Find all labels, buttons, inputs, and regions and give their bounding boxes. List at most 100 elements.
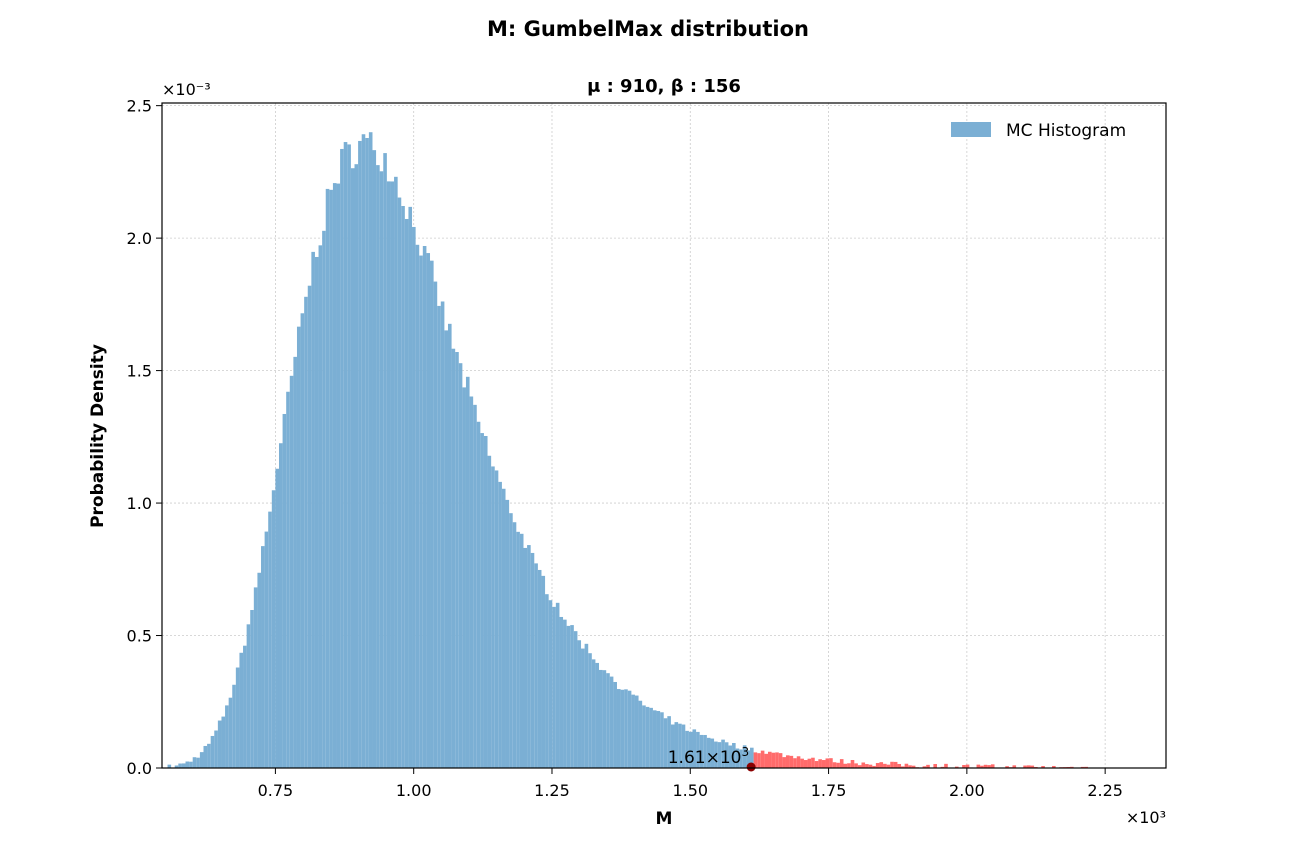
tail-bar — [872, 765, 876, 768]
tail-bar — [868, 764, 873, 768]
histogram-bars — [167, 132, 1089, 769]
tail-bar — [778, 753, 783, 768]
tail-bar — [836, 762, 840, 768]
histogram-bar — [721, 739, 725, 768]
histogram-bar — [595, 662, 600, 768]
tail-bar — [782, 757, 786, 768]
histogram-bar — [480, 433, 484, 768]
histogram-bar — [397, 197, 402, 768]
histogram-bar — [642, 705, 646, 768]
histogram-bar — [724, 742, 729, 768]
tail-bar — [926, 764, 930, 768]
histogram-bar — [534, 563, 538, 768]
histogram-bar — [379, 171, 384, 769]
y-scale-label: ×10⁻³ — [162, 80, 211, 99]
tail-bar — [807, 758, 812, 768]
histogram-bar — [264, 531, 269, 768]
tail-bar — [1052, 765, 1056, 768]
histogram-bar — [412, 226, 416, 768]
tail-bar — [908, 765, 912, 768]
histogram-bar — [465, 376, 470, 768]
tail-bar — [933, 764, 937, 768]
tail-bar — [757, 753, 761, 768]
histogram-bar — [494, 470, 499, 768]
histogram-bar — [178, 763, 182, 768]
tail-bar — [793, 758, 797, 768]
histogram-bar — [361, 134, 366, 769]
tail-bar — [857, 765, 862, 768]
histogram-bar — [455, 352, 459, 768]
histogram-bar — [293, 356, 297, 768]
histogram-bar — [732, 743, 736, 768]
histogram-bar — [325, 188, 330, 768]
y-tick-label: 2.0 — [127, 229, 152, 248]
histogram-bar — [742, 745, 747, 768]
histogram-bar — [699, 734, 704, 768]
histogram-bar — [498, 481, 502, 768]
histogram-bar — [430, 260, 434, 768]
histogram-bar — [714, 741, 718, 768]
tail-bar — [861, 762, 866, 768]
histogram-bar — [196, 757, 200, 768]
y-tick-label: 1.5 — [127, 362, 152, 381]
histogram-bar — [710, 738, 715, 768]
y-axis: 0.0 0.5 1.0 1.5 2.0 2.5 — [127, 97, 162, 778]
histogram-bar — [199, 752, 204, 768]
histogram-bar — [645, 706, 650, 768]
tail-bar — [760, 750, 765, 768]
tail-bar — [1026, 765, 1031, 768]
histogram-bar — [253, 587, 258, 768]
histogram-bar — [667, 716, 671, 768]
histogram-bar — [250, 610, 254, 768]
tail-bar — [983, 764, 988, 768]
histogram-bar — [746, 750, 751, 768]
histogram-bar — [685, 730, 689, 768]
tail-bar — [843, 763, 848, 768]
histogram-bar — [307, 285, 312, 768]
y-tick-label: 0.5 — [127, 627, 152, 646]
x-tick-label: 1.25 — [534, 781, 570, 800]
histogram-bar — [354, 164, 359, 768]
chart-subtitle: μ : 910, β : 156 — [587, 76, 741, 97]
histogram-bar — [599, 669, 603, 768]
tail-bar — [1030, 765, 1035, 768]
histogram-bar — [203, 745, 208, 768]
histogram-bar — [634, 695, 639, 768]
histogram-bar — [678, 723, 682, 768]
tail-bar — [839, 759, 844, 768]
tail-bar — [829, 758, 833, 768]
histogram-bar — [663, 718, 668, 768]
histogram-bar — [232, 684, 236, 768]
histogram-bar — [401, 206, 405, 769]
tail-bar — [796, 756, 801, 768]
tail-bar — [1023, 765, 1027, 768]
histogram-bar — [688, 731, 693, 768]
histogram-bar — [696, 731, 700, 768]
histogram-bar — [681, 724, 686, 768]
tail-bar — [803, 760, 808, 768]
histogram-bar — [235, 667, 240, 768]
histogram-bar — [476, 421, 481, 768]
histogram-bar — [516, 531, 520, 768]
histogram-bar — [469, 396, 474, 768]
histogram-bar — [318, 245, 323, 769]
histogram-bar — [530, 552, 535, 768]
tail-bar — [990, 764, 995, 768]
histogram-bar — [275, 468, 279, 768]
histogram-bar — [268, 511, 272, 768]
histogram-bar — [343, 142, 348, 769]
histogram-bar — [314, 256, 319, 768]
tail-bar — [789, 755, 794, 768]
x-tick-label: 1.00 — [396, 781, 432, 800]
tail-bar — [847, 763, 851, 768]
histogram-bar — [174, 765, 179, 768]
histogram-bar — [246, 624, 251, 768]
histogram-bar — [394, 176, 398, 769]
x-tick-label: 1.75 — [811, 781, 847, 800]
histogram-bar — [548, 600, 553, 768]
histogram-bar — [739, 749, 743, 768]
histogram-bar — [566, 625, 571, 768]
y-tick-label: 2.5 — [127, 97, 152, 116]
legend: MC Histogram — [951, 121, 1126, 141]
tail-bar — [883, 763, 887, 768]
